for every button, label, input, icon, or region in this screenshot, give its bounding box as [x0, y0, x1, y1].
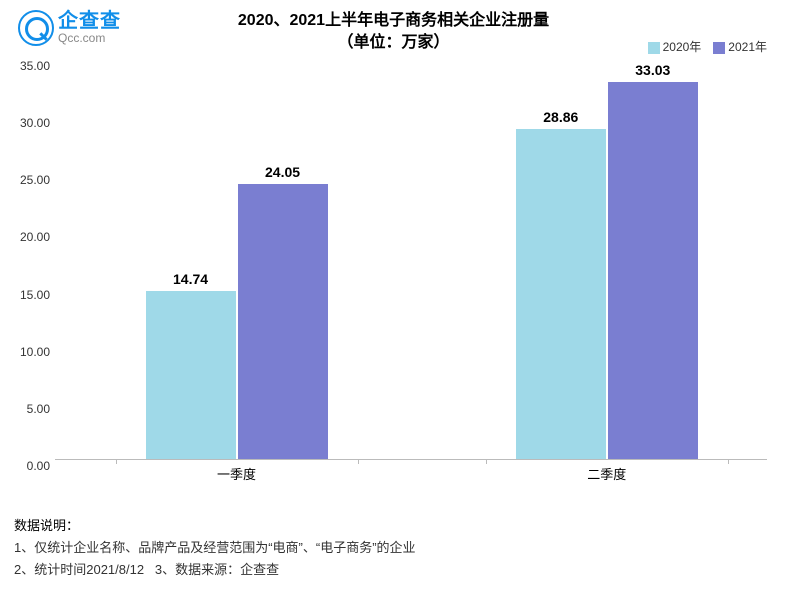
- logo-en: Qcc.com: [58, 32, 121, 45]
- y-tick-label: 15.00: [10, 288, 50, 302]
- data-notes: 数据说明： 1、仅统计企业名称、品牌产品及经营范围为“电商”、“电子商务”的企业…: [14, 515, 416, 581]
- bar: 28.86: [516, 129, 606, 459]
- logo-cn: 企查查: [58, 11, 121, 32]
- x-tick-mark: [486, 459, 487, 464]
- legend-swatch-2021: [713, 42, 725, 54]
- legend-swatch-2020: [648, 42, 660, 54]
- notes-line1: 1、仅统计企业名称、品牌产品及经营范围为“电商”、“电子商务”的企业: [14, 537, 416, 559]
- y-tick-label: 30.00: [10, 116, 50, 130]
- legend: 2020年 2021年: [648, 38, 767, 55]
- notes-heading: 数据说明：: [14, 515, 416, 537]
- logo-icon: [18, 10, 54, 46]
- bar-value-label: 33.03: [608, 62, 698, 78]
- legend-item-2021: 2021年: [713, 38, 767, 55]
- bar-value-label: 28.86: [516, 109, 606, 125]
- bar-value-label: 24.05: [238, 164, 328, 180]
- y-tick-label: 25.00: [10, 173, 50, 187]
- x-tick-mark: [728, 459, 729, 464]
- notes-line2: 2、统计时间2021/8/12 3、数据来源：企查查: [14, 559, 416, 581]
- bar: 33.03: [608, 82, 698, 459]
- y-tick-label: 20.00: [10, 230, 50, 244]
- x-tick-mark: [358, 459, 359, 464]
- y-tick-label: 0.00: [10, 459, 50, 473]
- x-tick-label: 二季度: [587, 464, 626, 483]
- y-tick-label: 35.00: [10, 59, 50, 73]
- bar-value-label: 14.74: [146, 271, 236, 287]
- legend-item-2020: 2020年: [648, 38, 702, 55]
- legend-label-2021: 2021年: [728, 40, 767, 54]
- y-tick-label: 5.00: [10, 402, 50, 416]
- legend-label-2020: 2020年: [663, 40, 702, 54]
- brand-logo: 企查查 Qcc.com: [18, 10, 121, 46]
- bar-chart: 0.005.0010.0015.0020.0025.0030.0035.0014…: [55, 60, 767, 490]
- x-tick-label: 一季度: [217, 464, 256, 483]
- bar: 24.05: [238, 184, 328, 459]
- notes-line2b: 3、数据来源：企查查: [155, 562, 279, 577]
- y-tick-label: 10.00: [10, 345, 50, 359]
- x-tick-mark: [116, 459, 117, 464]
- plot-area: 0.005.0010.0015.0020.0025.0030.0035.0014…: [55, 60, 767, 460]
- bar: 14.74: [146, 291, 236, 459]
- notes-line2a: 2、统计时间2021/8/12: [14, 562, 144, 577]
